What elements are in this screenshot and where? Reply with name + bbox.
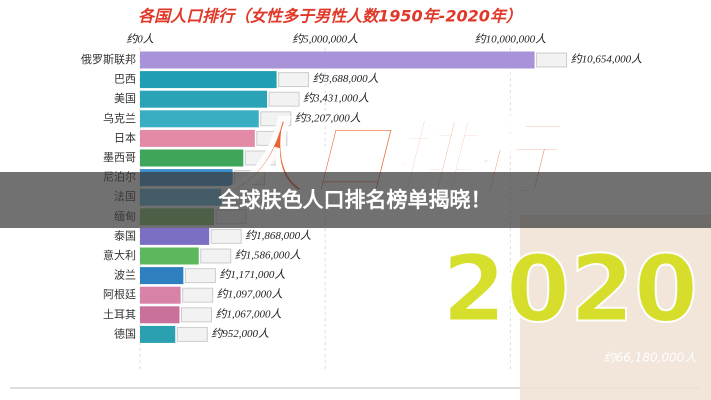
- value-label: 约10,654,000人: [571, 53, 643, 66]
- bar: [140, 306, 180, 324]
- bar: [140, 110, 259, 128]
- category-label: 意大利: [103, 248, 136, 262]
- category-label: 阿根廷: [103, 287, 136, 301]
- category-label: 德国: [114, 326, 136, 340]
- category-label: 泰国: [114, 228, 136, 242]
- bar: [140, 90, 268, 108]
- value-label: 约1,171,000人: [219, 268, 285, 281]
- bar: [140, 247, 199, 265]
- value-label: 约952,000人: [211, 327, 269, 340]
- flag: [181, 307, 213, 323]
- x-tick-label: 约0人: [126, 33, 154, 46]
- flag: [256, 130, 288, 146]
- bar: [140, 325, 176, 343]
- category-label: 土耳其: [103, 308, 136, 321]
- value-label: 约3,207,000人: [295, 111, 361, 124]
- category-label: 墨西哥: [103, 151, 136, 164]
- bar: [140, 71, 277, 89]
- flag: [278, 72, 310, 88]
- corner-label: 约66,180,000人: [604, 351, 697, 365]
- bar: [140, 267, 184, 285]
- category-label: 波兰: [114, 269, 136, 282]
- value-label: 约1,868,000人: [245, 229, 311, 242]
- flag: [182, 287, 214, 303]
- flag: [200, 248, 232, 264]
- flag: [210, 228, 242, 244]
- value-label: 约3,688,000人: [313, 72, 379, 85]
- category-label: 日本: [114, 130, 136, 144]
- flag: [536, 52, 568, 68]
- photo-area: [520, 215, 711, 400]
- value-label: 约3,431,000人: [303, 92, 369, 105]
- bar: [140, 129, 255, 147]
- bar: [140, 149, 244, 167]
- value-label: 约1,586,000人: [235, 249, 301, 262]
- x-tick-label: 约10,000,000人: [475, 33, 547, 46]
- year-text: 2020: [442, 235, 698, 342]
- flag: [260, 111, 292, 127]
- banner: [0, 172, 711, 228]
- flag: [184, 268, 216, 284]
- bar: [140, 227, 210, 245]
- category-label: 俄罗斯联邦: [81, 53, 136, 66]
- bar: [140, 286, 181, 304]
- value-label: 约1,067,000人: [216, 307, 282, 320]
- category-label: 巴西: [114, 73, 136, 86]
- flag: [176, 326, 208, 342]
- category-label: 乌克兰: [103, 111, 136, 125]
- chart-title: 各国人口排行（女性多于男性人数1950年-2020年）: [138, 7, 522, 26]
- banner-text: 全球肤色人口排名榜单揭晓！: [218, 188, 492, 212]
- flag: [244, 150, 276, 166]
- flag: [268, 91, 300, 107]
- x-tick-label: 约5,000,000人: [292, 33, 358, 46]
- bar: [140, 51, 535, 69]
- value-label: 约1,097,000人: [217, 288, 283, 301]
- category-label: 美国: [114, 92, 136, 105]
